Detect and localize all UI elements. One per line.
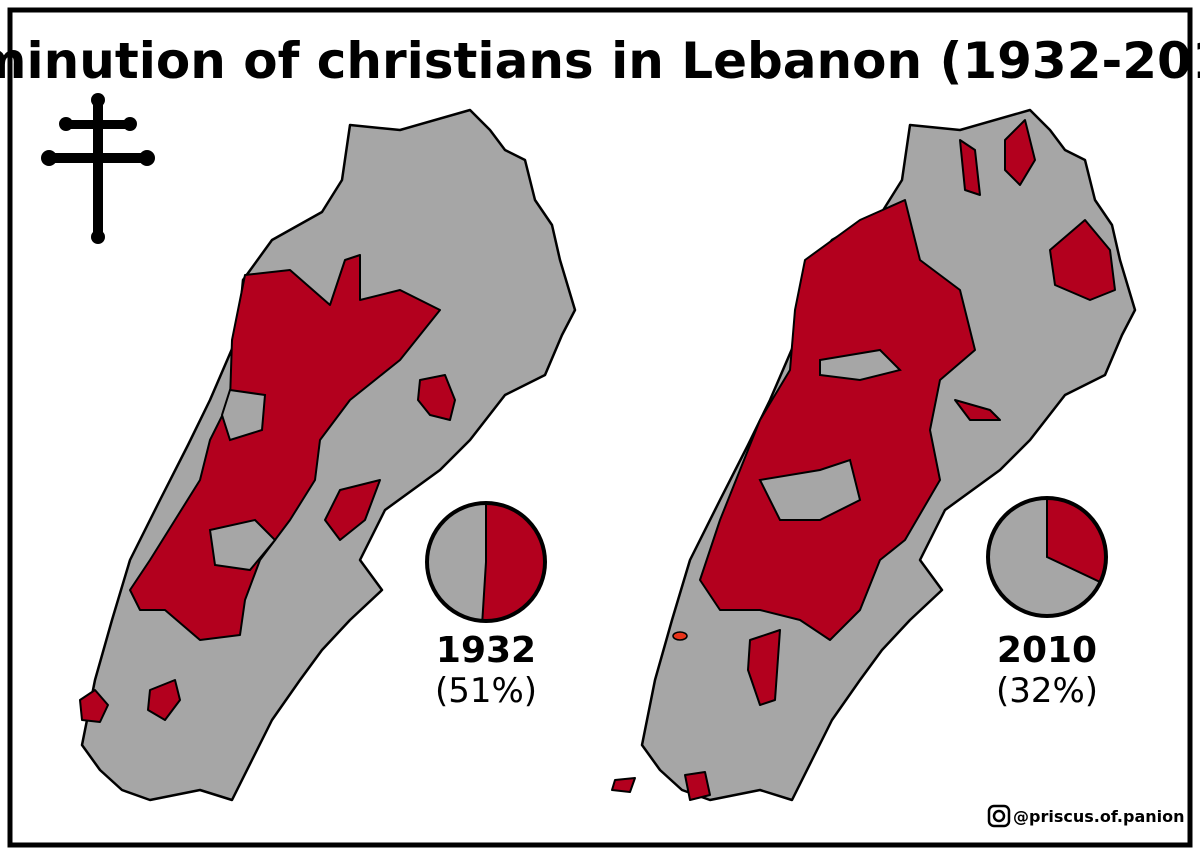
- credit: @priscus.of.panion: [1013, 807, 1185, 826]
- percent-label: (51%): [435, 671, 537, 711]
- year-label: 1932: [436, 630, 536, 671]
- instagram-icon: [987, 804, 1011, 828]
- title: Diminution of christians in Lebanon (193…: [0, 32, 1200, 90]
- percent-label: (32%): [996, 671, 1098, 711]
- pie-chart: [986, 496, 1108, 618]
- cross-icon: [41, 93, 155, 244]
- map-2010: [611, 108, 1137, 802]
- pie-outline: [986, 496, 1108, 618]
- pie-outline: [425, 501, 547, 623]
- year-label: 2010: [997, 630, 1097, 671]
- pie-chart: [425, 501, 547, 623]
- map-1932: [79, 108, 577, 802]
